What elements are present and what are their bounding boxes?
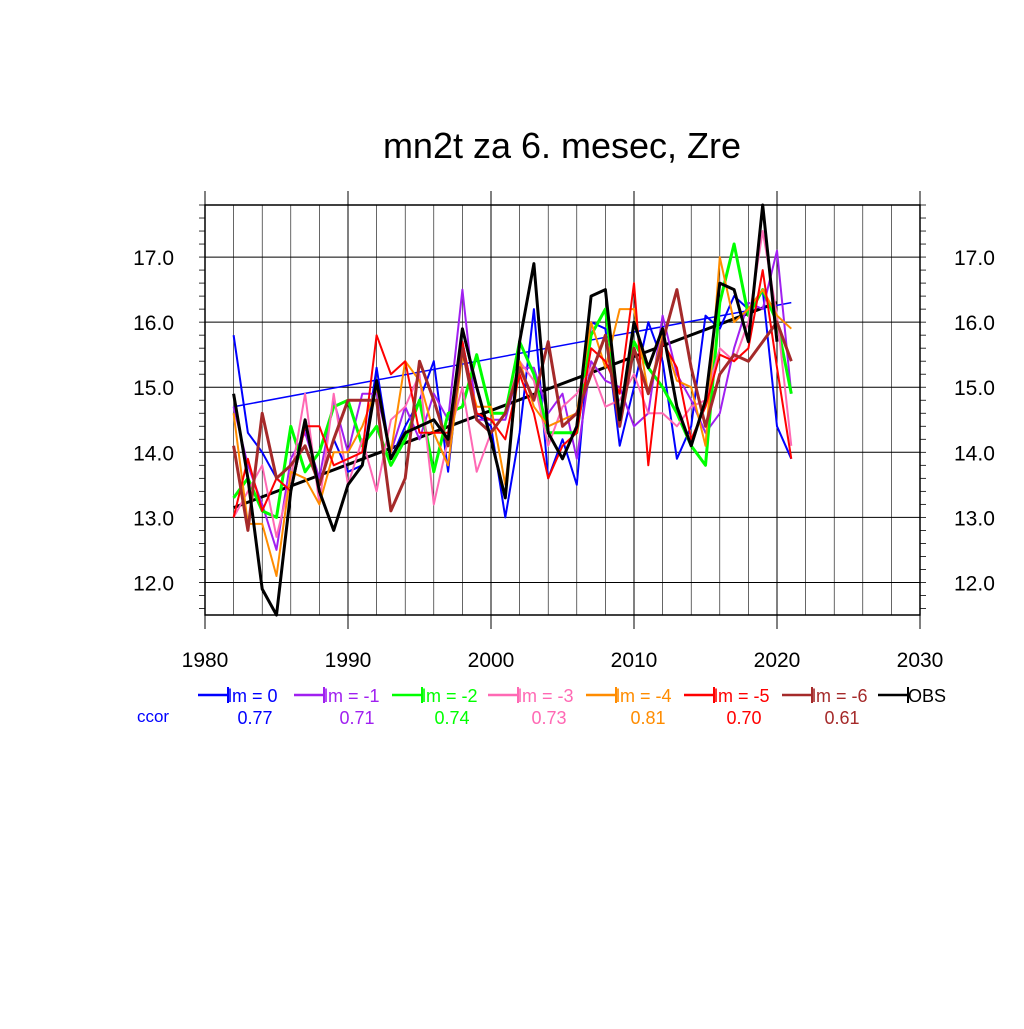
legend-label: OBS [908, 686, 946, 706]
y-tick-label-right: 14.0 [954, 442, 995, 465]
legend-label: lm = -1 [324, 686, 380, 706]
chart-title: mn2t za 6. mesec, Zre [383, 125, 741, 166]
plot-frame [204, 204, 921, 616]
legend-label: lm = 0 [228, 686, 278, 706]
grid [205, 205, 920, 615]
legend-label: lm = -4 [616, 686, 672, 706]
y-tick-label-right: 16.0 [954, 312, 995, 335]
ccor-value: 0.81 [630, 708, 665, 728]
legend-label: lm = -5 [714, 686, 770, 706]
ccor-value: 0.71 [339, 708, 374, 728]
series-lines [232, 203, 793, 617]
legend: ccor lm = 00.77 lm = -10.71 lm = -20.74 lm … [137, 686, 946, 728]
ccor-value: 0.73 [531, 708, 566, 728]
ccor-label: ccor [137, 707, 169, 726]
y-tick-label-right: 17.0 [954, 247, 995, 270]
x-tick-label: 1990 [325, 649, 372, 672]
series-line [232, 242, 793, 519]
ccor-value: 0.61 [824, 708, 859, 728]
y-tick-label-left: 12.0 [133, 572, 174, 595]
x-tick-label: 1980 [182, 649, 229, 672]
legend-label: lm = -3 [518, 686, 574, 706]
minor-ticks [199, 191, 926, 629]
axis-labels: 1980 1990 2000 2010 2020 2030 12.0 12.0 13.0 13.0… [133, 247, 995, 672]
y-tick-label-right: 12.0 [954, 572, 995, 595]
series-line [232, 203, 779, 617]
ccor-value: 0.77 [237, 708, 272, 728]
y-tick-label-right: 15.0 [954, 377, 995, 400]
x-tick-label: 2010 [611, 649, 658, 672]
x-tick-label: 2000 [468, 649, 515, 672]
y-tick-label-left: 17.0 [133, 247, 174, 270]
y-tick-label-right: 13.0 [954, 507, 995, 530]
legend-label: lm = -6 [812, 686, 868, 706]
y-tick-label-left: 16.0 [133, 312, 174, 335]
y-tick-label-left: 15.0 [133, 377, 174, 400]
series-line [232, 288, 793, 532]
y-tick-label-left: 13.0 [133, 507, 174, 530]
trend-line [233, 301, 792, 408]
ccor-value: 0.74 [434, 708, 469, 728]
x-tick-label: 2020 [754, 649, 801, 672]
legend-label: lm = -2 [422, 686, 478, 706]
x-tick-label: 2030 [897, 649, 944, 672]
y-tick-label-left: 14.0 [133, 442, 174, 465]
ccor-value: 0.70 [726, 708, 761, 728]
